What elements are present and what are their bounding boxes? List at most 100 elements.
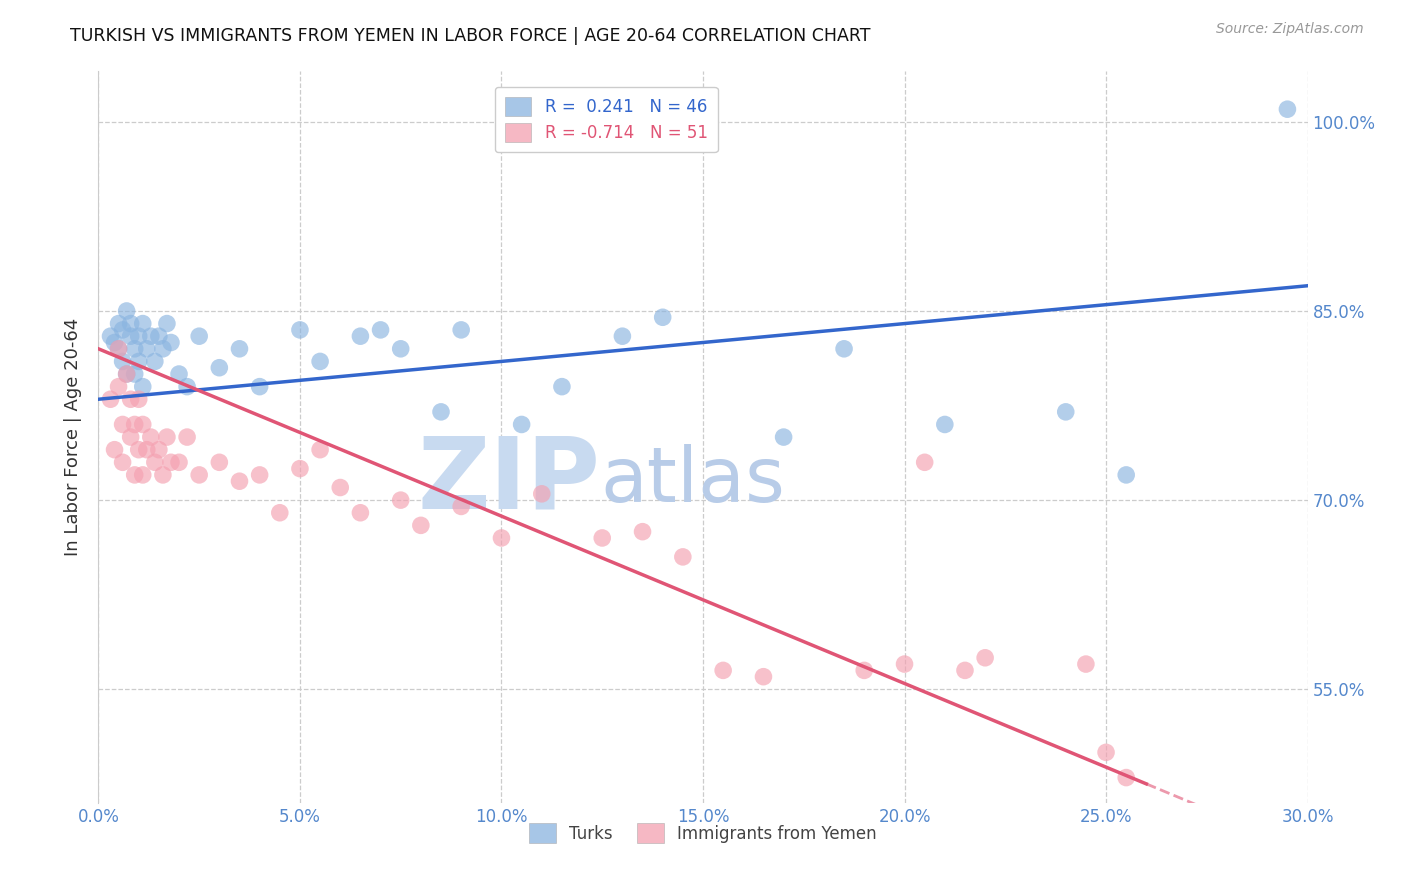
Point xyxy=(208,455,231,469)
Point xyxy=(111,417,134,432)
Point xyxy=(156,430,179,444)
Point xyxy=(128,392,150,407)
Point xyxy=(672,549,695,564)
Point xyxy=(124,417,146,432)
Y-axis label: In Labor Force | Age 20-64: In Labor Force | Age 20-64 xyxy=(65,318,83,557)
Point xyxy=(167,367,190,381)
Point xyxy=(103,335,125,350)
Point xyxy=(288,323,311,337)
Point xyxy=(115,304,138,318)
Point xyxy=(389,493,412,508)
Point xyxy=(772,430,794,444)
Point xyxy=(510,417,533,432)
Point xyxy=(139,329,162,343)
Point xyxy=(893,657,915,671)
Point xyxy=(107,317,129,331)
Point xyxy=(120,430,142,444)
Point xyxy=(530,487,553,501)
Point xyxy=(329,481,352,495)
Point xyxy=(711,664,734,678)
Point xyxy=(228,474,250,488)
Text: ZIP: ZIP xyxy=(418,433,600,530)
Point xyxy=(752,670,775,684)
Point xyxy=(1074,657,1097,671)
Point xyxy=(176,430,198,444)
Point xyxy=(132,317,155,331)
Text: atlas: atlas xyxy=(600,444,785,518)
Point xyxy=(115,367,138,381)
Point xyxy=(103,442,125,457)
Point xyxy=(167,455,190,469)
Point xyxy=(188,467,211,482)
Point xyxy=(370,323,392,337)
Point xyxy=(176,379,198,393)
Point xyxy=(1115,467,1137,482)
Point xyxy=(100,329,122,343)
Point xyxy=(148,442,170,457)
Point xyxy=(111,323,134,337)
Point xyxy=(309,442,332,457)
Point xyxy=(249,379,271,393)
Point xyxy=(152,342,174,356)
Point xyxy=(853,664,876,678)
Point xyxy=(124,367,146,381)
Point xyxy=(111,354,134,368)
Point xyxy=(269,506,291,520)
Point xyxy=(128,329,150,343)
Legend: Turks, Immigrants from Yemen: Turks, Immigrants from Yemen xyxy=(522,817,884,849)
Point xyxy=(188,329,211,343)
Point xyxy=(160,455,183,469)
Point xyxy=(631,524,654,539)
Point xyxy=(143,455,166,469)
Point xyxy=(120,317,142,331)
Point xyxy=(152,467,174,482)
Point xyxy=(450,500,472,514)
Point xyxy=(349,506,371,520)
Point xyxy=(1095,745,1118,759)
Point xyxy=(120,329,142,343)
Point xyxy=(115,367,138,381)
Point xyxy=(491,531,513,545)
Point xyxy=(128,442,150,457)
Text: TURKISH VS IMMIGRANTS FROM YEMEN IN LABOR FORCE | AGE 20-64 CORRELATION CHART: TURKISH VS IMMIGRANTS FROM YEMEN IN LABO… xyxy=(70,27,870,45)
Text: Source: ZipAtlas.com: Source: ZipAtlas.com xyxy=(1216,22,1364,37)
Point xyxy=(132,379,155,393)
Point xyxy=(1115,771,1137,785)
Point xyxy=(309,354,332,368)
Point xyxy=(135,342,157,356)
Point xyxy=(143,354,166,368)
Point xyxy=(914,455,936,469)
Point xyxy=(208,360,231,375)
Point xyxy=(139,430,162,444)
Point xyxy=(132,467,155,482)
Point xyxy=(107,342,129,356)
Point xyxy=(591,531,613,545)
Point xyxy=(135,442,157,457)
Point xyxy=(832,342,855,356)
Point xyxy=(450,323,472,337)
Point xyxy=(107,342,129,356)
Point xyxy=(111,455,134,469)
Point xyxy=(228,342,250,356)
Point xyxy=(551,379,574,393)
Point xyxy=(934,417,956,432)
Point xyxy=(389,342,412,356)
Point xyxy=(100,392,122,407)
Point xyxy=(249,467,271,482)
Point xyxy=(430,405,453,419)
Point xyxy=(1277,102,1299,116)
Point xyxy=(409,518,432,533)
Point xyxy=(128,354,150,368)
Point xyxy=(124,467,146,482)
Point xyxy=(156,317,179,331)
Point xyxy=(349,329,371,343)
Point xyxy=(107,379,129,393)
Point xyxy=(651,310,673,325)
Point xyxy=(148,329,170,343)
Point xyxy=(124,342,146,356)
Point xyxy=(612,329,634,343)
Point xyxy=(288,461,311,475)
Point xyxy=(132,417,155,432)
Point xyxy=(974,650,997,665)
Point xyxy=(160,335,183,350)
